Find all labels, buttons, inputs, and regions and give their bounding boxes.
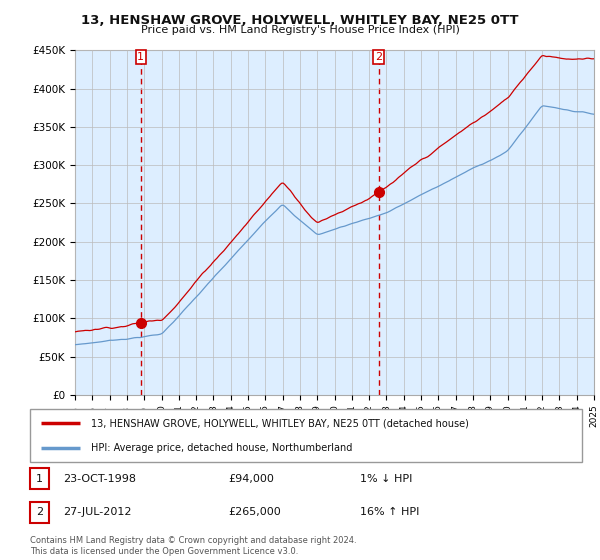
Text: Price paid vs. HM Land Registry's House Price Index (HPI): Price paid vs. HM Land Registry's House … xyxy=(140,25,460,35)
Text: Contains HM Land Registry data © Crown copyright and database right 2024.
This d: Contains HM Land Registry data © Crown c… xyxy=(30,536,356,556)
Text: 2: 2 xyxy=(36,507,43,517)
Text: 13, HENSHAW GROVE, HOLYWELL, WHITLEY BAY, NE25 0TT: 13, HENSHAW GROVE, HOLYWELL, WHITLEY BAY… xyxy=(81,14,519,27)
Text: £265,000: £265,000 xyxy=(228,507,281,517)
Text: 16% ↑ HPI: 16% ↑ HPI xyxy=(360,507,419,517)
FancyBboxPatch shape xyxy=(30,409,582,462)
Text: £94,000: £94,000 xyxy=(228,474,274,484)
Text: 1% ↓ HPI: 1% ↓ HPI xyxy=(360,474,412,484)
Text: 27-JUL-2012: 27-JUL-2012 xyxy=(63,507,131,517)
Text: 2: 2 xyxy=(375,52,382,62)
Text: HPI: Average price, detached house, Northumberland: HPI: Average price, detached house, Nort… xyxy=(91,442,352,452)
Text: 13, HENSHAW GROVE, HOLYWELL, WHITLEY BAY, NE25 0TT (detached house): 13, HENSHAW GROVE, HOLYWELL, WHITLEY BAY… xyxy=(91,418,469,428)
Text: 1: 1 xyxy=(137,52,144,62)
Text: 23-OCT-1998: 23-OCT-1998 xyxy=(63,474,136,484)
Text: 1: 1 xyxy=(36,474,43,484)
